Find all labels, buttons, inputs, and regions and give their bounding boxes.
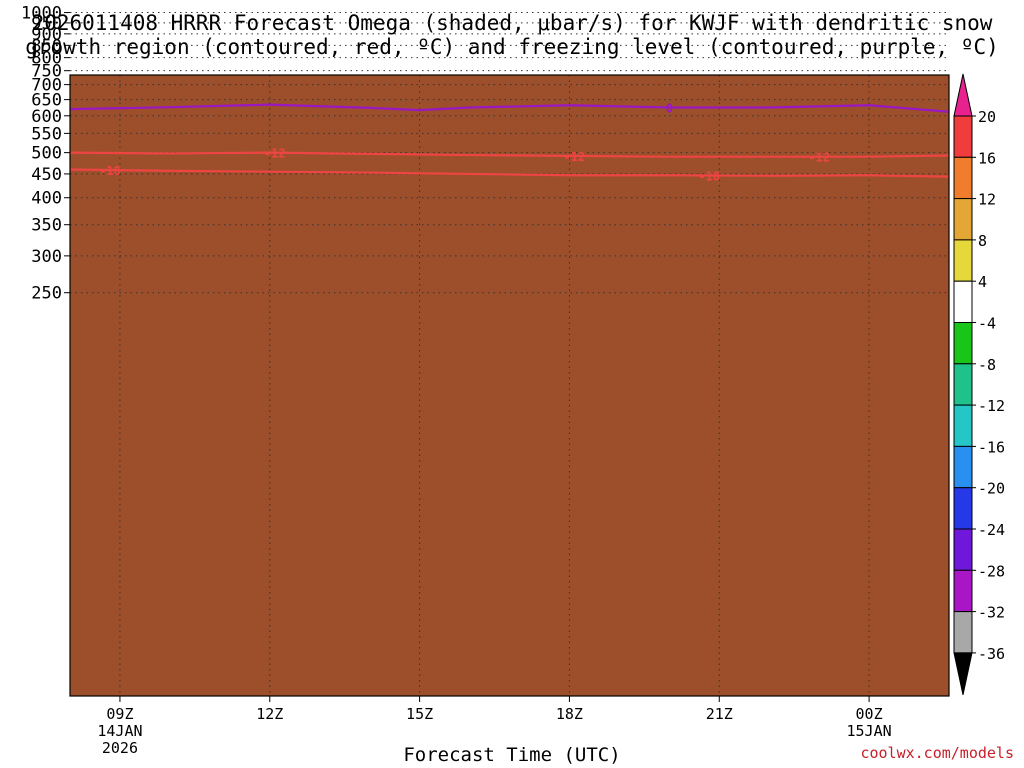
contour-label: -12: [564, 150, 586, 164]
chart-title-line2: growth region (contoured, red, ºC) and f…: [25, 35, 999, 59]
y-tick-label: 550: [31, 124, 62, 144]
colorbar-bin: [953, 115, 973, 158]
colorbar-bin: [953, 198, 973, 241]
colorbar-bin: [953, 404, 973, 447]
terrain-layer: [70, 75, 949, 696]
colorbar-label: -20: [978, 480, 1005, 498]
colorbar-bin: [953, 363, 973, 406]
contour-label: -12: [808, 151, 830, 165]
colorbar-label: 20: [978, 108, 996, 126]
colorbar-bin: [953, 322, 973, 365]
colorbar-bin: [953, 239, 973, 282]
colorbar-bin: [953, 611, 973, 654]
y-tick-label: 800: [31, 49, 62, 69]
colorbar-label: -4: [978, 315, 996, 333]
y-tick-label: 400: [31, 189, 62, 209]
y-tick-label: 450: [31, 165, 62, 185]
plot-frame: [69, 74, 950, 697]
colorbar-bottom-arrow: [953, 652, 973, 696]
contour-label: -18: [99, 164, 121, 178]
x-tick-label: 18Z: [556, 705, 583, 723]
y-tick-label: 750: [31, 62, 62, 82]
colorbar-label: -32: [978, 604, 1005, 622]
contour-label: -18: [698, 169, 720, 183]
y-tick-label: 250: [31, 284, 62, 304]
chart-title-line1: 2026011408 HRRR Forecast Omega (shaded, …: [31, 11, 993, 35]
terrain-fill: [70, 75, 949, 696]
colorbar-bin: [953, 156, 973, 200]
x-tick-label: 00Z: [856, 705, 883, 723]
y-tick-label: 700: [31, 76, 62, 96]
y-tick-label: 900: [31, 25, 62, 45]
x-tick-label: 12Z: [256, 705, 283, 723]
y-axis: 250 300 350 400 4505005506006507007508008509…: [21, 4, 70, 304]
colorbar-label: -28: [978, 562, 1005, 580]
y-tick-label: 850: [31, 36, 62, 56]
contour-0: [70, 103, 949, 113]
x-axis-title: Forecast Time (UTC): [403, 744, 621, 766]
y-tick-label: 650: [31, 91, 62, 111]
colorbar-label: 16: [978, 149, 996, 167]
colorbar-bin: [953, 487, 973, 530]
colorbar-label: -8: [978, 356, 996, 374]
grid-lines: [70, 12, 949, 696]
x-tick-year: 2026: [102, 739, 138, 757]
y-tick-label: 1000: [21, 4, 62, 24]
colorbar-bin: [953, 569, 973, 613]
y-tick-label: 300: [31, 247, 62, 267]
colorbar-bin: [953, 280, 973, 324]
y-tick-label: 350: [31, 216, 62, 236]
colorbar-label: 12: [978, 191, 996, 209]
colorbar-bin: [953, 528, 973, 571]
contour--18: [70, 168, 949, 178]
x-tick-label: 21Z: [706, 705, 733, 723]
colorbar-label: -16: [978, 438, 1005, 456]
colorbar-top-arrow: [953, 73, 973, 117]
contour-lines: -18 -18 -12 -12 -12 0: [70, 102, 949, 183]
x-tick-label: 09Z: [106, 705, 133, 723]
colorbar-label: -24: [978, 521, 1005, 539]
y-tick-label: 500: [31, 144, 62, 164]
contour--12: [70, 151, 949, 158]
x-tick-label: 15Z: [406, 705, 433, 723]
colorbar-label: -36: [978, 645, 1005, 663]
colorbar-label: 8: [978, 232, 987, 250]
colorbar-bin: [953, 445, 973, 489]
colorbar: 20 16 12 8 4 -4 -8 -12 -16 -20 -24 -28 -32 -36: [953, 73, 1005, 696]
y-tick-label: 600: [31, 107, 62, 127]
colorbar-label: 4: [978, 273, 987, 291]
credit-text[interactable]: coolwx.com/models: [860, 744, 1014, 762]
x-tick-date: 14JAN: [97, 722, 142, 740]
contour-label: 0: [666, 102, 673, 116]
colorbar-label: -12: [978, 397, 1005, 415]
contour-label: -12: [264, 147, 286, 161]
x-tick-date: 15JAN: [847, 722, 892, 740]
y-tick-label: 950: [31, 14, 62, 34]
